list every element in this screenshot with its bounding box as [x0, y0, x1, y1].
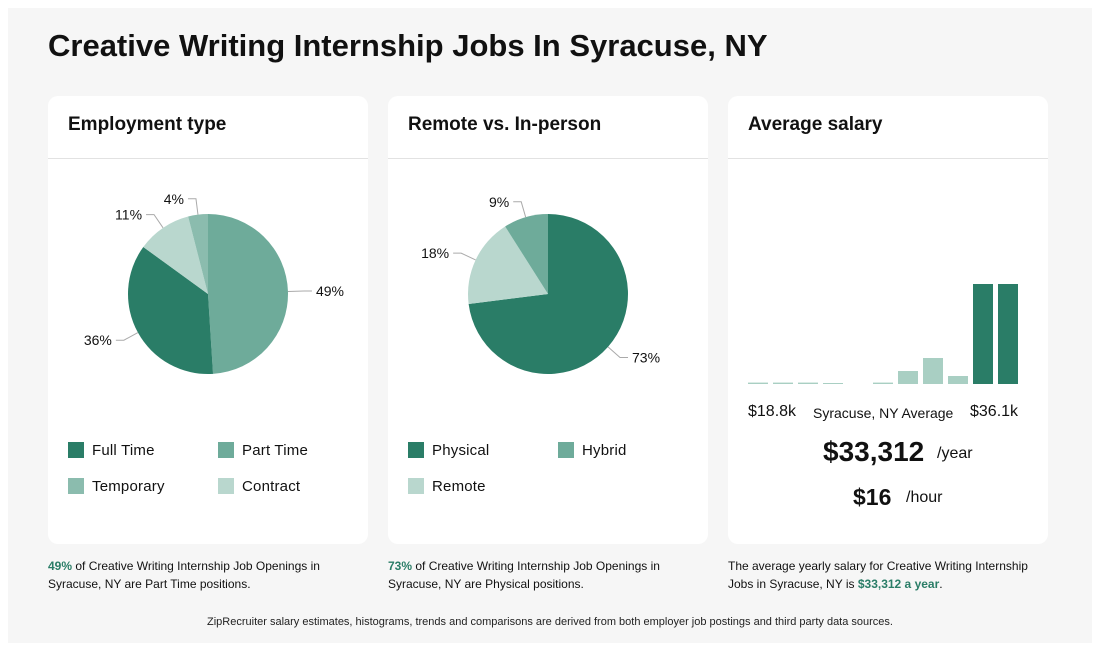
- remote-caption: 73% of Creative Writing Internship Job O…: [388, 557, 708, 593]
- remote-swatch: [408, 478, 424, 494]
- pie-slice-physical: [468, 214, 628, 374]
- pie-slice-full-time: [128, 246, 214, 374]
- pie-slice-part-time: [208, 214, 288, 374]
- caption-highlight: 73%: [388, 559, 413, 573]
- pie-slice-remote: [468, 226, 548, 305]
- pie-label-remote: 18%: [421, 245, 449, 261]
- pie-label-full-time: 36%: [84, 332, 112, 348]
- pie-slice-temporary: [188, 214, 208, 294]
- leader-line-physical: [607, 346, 629, 358]
- temporary-swatch: [68, 478, 84, 494]
- card-title: Remote vs. In-person: [408, 114, 602, 135]
- salary-max-label: $36.1k: [970, 403, 1019, 420]
- salary-bar: [948, 376, 968, 384]
- caption-text: of Creative Writing Internship Job Openi…: [48, 559, 320, 591]
- salary-bar: [973, 284, 993, 384]
- salary-histogram: [748, 284, 1018, 384]
- caption-end: .: [939, 577, 943, 591]
- pie-label-part-time: 49%: [316, 283, 344, 299]
- remote-pie-chart: 73% 18% 9%: [421, 194, 660, 374]
- caption-text: The average yearly salary for Creative W…: [728, 559, 1028, 591]
- card-title: Employment type: [68, 114, 227, 135]
- salary-average-label: Syracuse, NY Average: [813, 405, 954, 421]
- employment-caption: 49% of Creative Writing Internship Job O…: [48, 557, 368, 593]
- pie-label-physical: 73%: [632, 349, 660, 365]
- legend-item-full-time: Full Time: [68, 440, 155, 460]
- leader-line-temporary: [187, 198, 199, 215]
- yearly-salary-amount: $33,312: [823, 436, 925, 467]
- hybrid-swatch: [558, 442, 574, 458]
- card-title: Average salary: [748, 114, 883, 135]
- footer-disclaimer: ZipRecruiter salary estimates, histogram…: [207, 616, 893, 628]
- legend-item-temporary: Temporary: [68, 476, 165, 496]
- leader-line-contract: [146, 214, 164, 229]
- legend-item-hybrid: Hybrid: [558, 440, 627, 460]
- hourly-salary-amount: $16: [853, 484, 892, 510]
- caption-highlight: $33,312 a year: [857, 577, 940, 591]
- legend-label: Full Time: [92, 441, 155, 459]
- part-time-swatch: [218, 442, 234, 458]
- leader-line-hybrid: [513, 201, 527, 218]
- salary-bar: [748, 382, 768, 384]
- legend-item-physical: Physical: [408, 440, 489, 460]
- employment-type-card: Employment type 49% 36% 11% 4% Full Time Pa…: [48, 96, 368, 544]
- remote-vs-in-person-card: Remote vs. In-person 73% 18% 9% Physical H…: [388, 96, 708, 544]
- salary-caption: The average yearly salary for Creative W…: [728, 557, 1048, 593]
- legend-label: Part Time: [242, 441, 308, 459]
- legend-label: Physical: [432, 441, 490, 459]
- leader-line-remote: [453, 252, 476, 261]
- salary-min-label: $18.8k: [748, 403, 797, 420]
- legend-label: Remote: [432, 477, 486, 495]
- salary-bar: [823, 383, 843, 384]
- salary-bar: [923, 358, 943, 384]
- pie-label-hybrid: 9%: [489, 194, 509, 210]
- caption-highlight: 49%: [48, 559, 73, 573]
- salary-bar: [798, 382, 818, 384]
- pie-label-temporary: 4%: [164, 191, 184, 207]
- salary-bar: [873, 382, 893, 384]
- caption-text: of Creative Writing Internship Job Openi…: [388, 559, 660, 591]
- salary-bar: [898, 371, 918, 384]
- hourly-unit: /hour: [906, 489, 943, 506]
- full-time-swatch: [68, 442, 84, 458]
- legend-label: Temporary: [92, 477, 165, 495]
- legend-label: Hybrid: [582, 441, 627, 459]
- average-salary-card: Average salary $18.8k Syracuse, NY Avera…: [728, 96, 1048, 544]
- legend-item-remote: Remote: [408, 476, 486, 496]
- pie-slice-hybrid: [505, 214, 548, 294]
- legend-label: Contract: [242, 477, 301, 495]
- physical-swatch: [408, 442, 424, 458]
- salary-bar: [998, 284, 1018, 384]
- contract-swatch: [218, 478, 234, 494]
- pie-label-contract: 11%: [115, 207, 142, 223]
- card-divider: [728, 158, 1048, 159]
- card-divider: [48, 158, 368, 159]
- pie-slice-contract: [143, 216, 208, 294]
- yearly-unit: /year: [937, 445, 973, 462]
- page-title: Creative Writing Internship Jobs In Syra…: [48, 28, 768, 63]
- leader-line-part-time: [287, 290, 312, 292]
- legend-item-contract: Contract: [218, 476, 300, 496]
- legend-item-part-time: Part Time: [218, 440, 308, 460]
- card-divider: [388, 158, 708, 159]
- employment-pie-chart: 49% 36% 11% 4%: [84, 191, 344, 374]
- salary-bar: [773, 382, 793, 384]
- leader-line-full-time: [115, 332, 139, 341]
